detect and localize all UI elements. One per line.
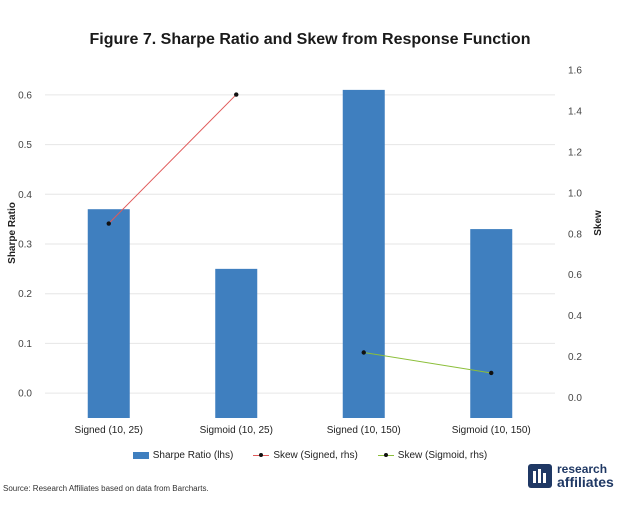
y2-tick-label: 1.0 — [568, 188, 582, 199]
x-tick-label: Sigmoid (10, 150) — [452, 425, 531, 436]
y-axis-left: 0.0 0.1 0.2 0.3 0.4 0.5 0.6 — [18, 90, 32, 399]
y-tick-label: 0.3 — [18, 240, 32, 251]
x-tick-label: Signed (10, 150) — [327, 425, 401, 436]
skew-lines — [106, 92, 494, 376]
legend-swatch-bar — [132, 452, 149, 459]
source-note: Source: Research Affiliates based on dat… — [3, 484, 209, 493]
y-tick-label: 0.1 — [18, 339, 32, 350]
x-tick-label: Sigmoid (10, 25) — [200, 425, 273, 436]
bar — [470, 229, 513, 418]
skew-line — [363, 352, 492, 374]
logo-text: research affiliates — [557, 462, 614, 490]
legend-swatch-line — [253, 452, 270, 459]
x-axis: Signed (10, 25) Sigmoid (10, 25) Signed (1… — [75, 425, 531, 436]
legend-item-skew-sigmoid: Skew (Sigmoid, rhs) — [377, 450, 488, 461]
y-tick-label: 0.6 — [18, 90, 32, 101]
legend-label: Sharpe Ratio (lhs) — [152, 450, 234, 461]
bar — [87, 209, 130, 418]
y2-tick-label: 0.6 — [568, 270, 582, 281]
bar — [342, 89, 385, 418]
bars — [87, 89, 513, 418]
y-axis-title: Sharpe Ratio — [7, 202, 18, 264]
y-tick-label: 0.2 — [18, 289, 32, 300]
grid — [45, 94, 555, 394]
y2-tick-label: 1.4 — [568, 106, 582, 117]
y2-tick-label: 0.8 — [568, 229, 582, 240]
legend-label: Skew (Sigmoid, rhs) — [397, 450, 488, 461]
legend-item-sharpe: Sharpe Ratio (lhs) — [132, 450, 234, 461]
y2-tick-label: 0.2 — [568, 352, 582, 363]
chart-title: Figure 7. Sharpe Ratio and Skew from Res… — [89, 31, 531, 48]
skew-point — [489, 370, 494, 376]
logo-mark-icon — [528, 464, 552, 488]
skew-point — [361, 350, 366, 355]
y2-tick-label: 0.0 — [568, 393, 582, 404]
skew-point — [106, 221, 111, 226]
y2-axis-title: Skew — [593, 210, 604, 236]
bar — [215, 268, 258, 418]
y-tick-label: 0.5 — [18, 140, 32, 151]
legend-label: Skew (Signed, rhs) — [273, 450, 358, 461]
research-affiliates-logo: research affiliates — [528, 463, 614, 489]
y2-tick-label: 1.2 — [568, 147, 582, 158]
skew-line — [108, 94, 237, 224]
skew-point — [234, 92, 239, 97]
legend: Sharpe Ratio (lhs) Skew (Signed, rhs) Sk… — [0, 450, 620, 461]
x-tick-label: Signed (10, 25) — [75, 425, 143, 436]
y-tick-label: 0.4 — [18, 190, 32, 201]
y2-tick-label: 1.6 — [568, 66, 582, 77]
y2-tick-label: 0.4 — [568, 311, 582, 322]
legend-swatch-line — [377, 452, 394, 459]
y-axis-right: 0.0 0.2 0.4 0.6 0.8 1.0 1.2 1.4 1.6 — [568, 66, 582, 405]
y-tick-label: 0.0 — [18, 389, 32, 400]
legend-item-skew-signed: Skew (Signed, rhs) — [253, 450, 358, 461]
